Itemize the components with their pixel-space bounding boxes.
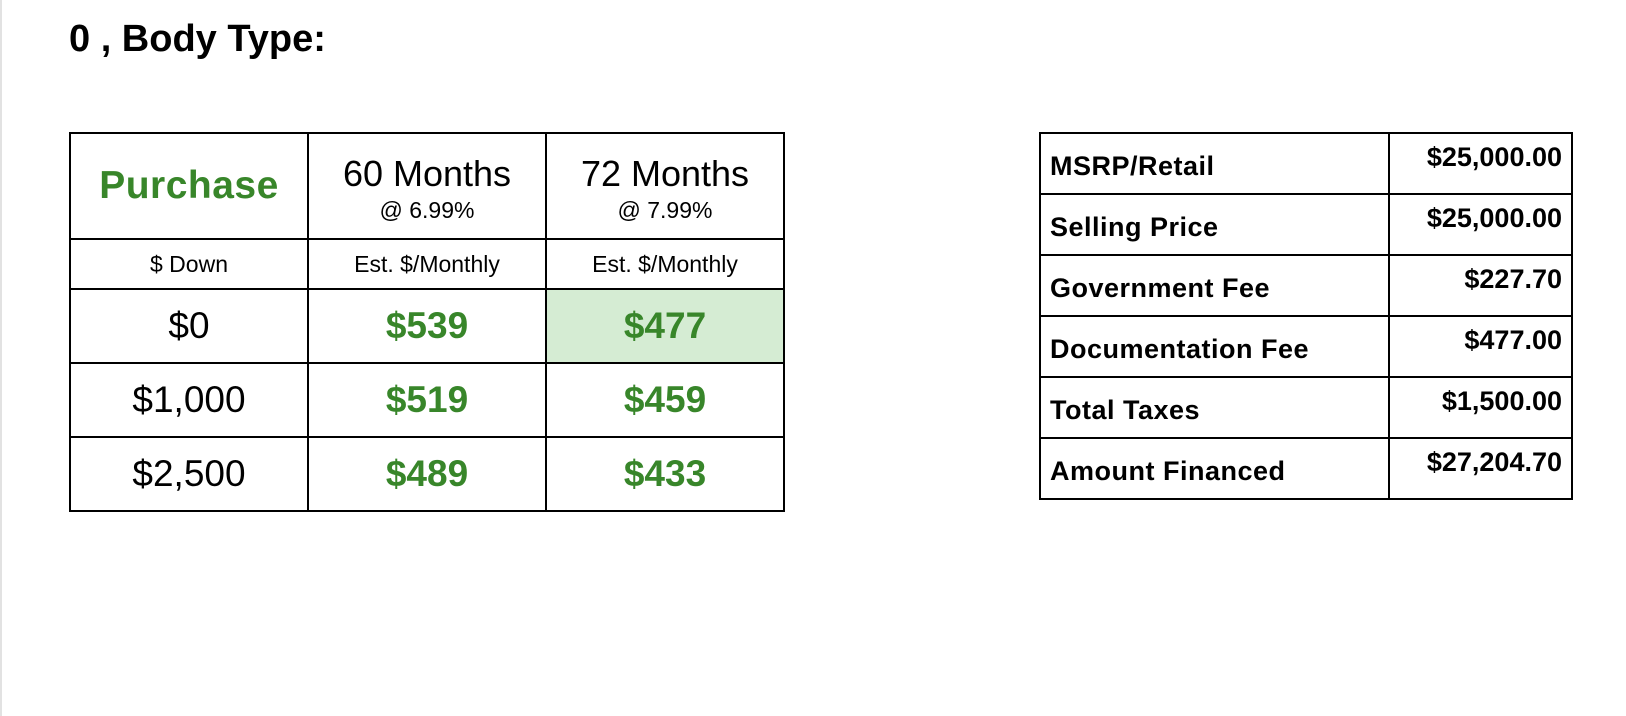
summary-label: Selling Price (1039, 193, 1390, 256)
page-title: 0 , Body Type: (69, 18, 326, 60)
summary-label: Government Fee (1039, 254, 1390, 317)
summary-row-msrp: MSRP/Retail $25,000.00 (1039, 132, 1573, 195)
down-amount: $2,500 (69, 436, 309, 512)
term-72-rate: @ 7.99% (617, 197, 713, 223)
payment-60: $539 (307, 288, 547, 364)
table-row: $0 $539 $477 (69, 288, 785, 364)
payment-60-value: $489 (385, 453, 469, 494)
table-row: $1,000 $519 $459 (69, 362, 785, 438)
payment-72: $433 (545, 436, 785, 512)
term-72-months: 72 Months (580, 153, 750, 194)
table-subheader-row: $ Down Est. $/Monthly Est. $/Monthly (69, 238, 785, 290)
summary-label: Amount Financed (1039, 437, 1390, 500)
summary-value: $227.70 (1388, 254, 1573, 317)
price-summary-table: MSRP/Retail $25,000.00 Selling Price $25… (1039, 132, 1573, 500)
down-amount: $1,000 (69, 362, 309, 438)
payment-72-value: $433 (623, 453, 707, 494)
down-amount-value: $0 (168, 305, 210, 346)
summary-label: MSRP/Retail (1039, 132, 1390, 195)
down-amount-value: $2,500 (132, 453, 246, 494)
summary-value: $25,000.00 (1388, 132, 1573, 195)
summary-row-total-taxes: Total Taxes $1,500.00 (1039, 376, 1573, 439)
summary-row-selling-price: Selling Price $25,000.00 (1039, 193, 1573, 256)
payment-60-value: $519 (385, 379, 469, 420)
term-60-rate: @ 6.99% (379, 197, 475, 223)
summary-value: $27,204.70 (1388, 437, 1573, 500)
purchase-label: Purchase (99, 164, 279, 207)
down-amount: $0 (69, 288, 309, 364)
summary-row-documentation-fee: Documentation Fee $477.00 (1039, 315, 1573, 378)
summary-value: $25,000.00 (1388, 193, 1573, 256)
payment-72: $459 (545, 362, 785, 438)
monthly-header-60: Est. $/Monthly (307, 238, 547, 290)
table-row: $2,500 $489 $433 (69, 436, 785, 512)
table-header-row: Purchase 60 Months @ 6.99% 72 Months @ 7… (69, 132, 785, 240)
payment-72-value: $459 (623, 379, 707, 420)
payment-72-value: $477 (623, 305, 707, 346)
summary-label: Total Taxes (1039, 376, 1390, 439)
monthly-header-72: Est. $/Monthly (545, 238, 785, 290)
summary-label: Documentation Fee (1039, 315, 1390, 378)
payment-72-highlighted: $477 (545, 288, 785, 364)
payment-60: $519 (307, 362, 547, 438)
purchase-label-cell: Purchase (69, 132, 309, 240)
summary-row-amount-financed: Amount Financed $27,204.70 (1039, 437, 1573, 500)
summary-value: $477.00 (1388, 315, 1573, 378)
summary-value: $1,500.00 (1388, 376, 1573, 439)
summary-row-government-fee: Government Fee $227.70 (1039, 254, 1573, 317)
term-60-months: 60 Months (342, 153, 512, 194)
payment-60-value: $539 (385, 305, 469, 346)
down-amount-value: $1,000 (132, 379, 246, 420)
term-72-header: 72 Months @ 7.99% (545, 132, 785, 240)
page-left-border (0, 0, 2, 716)
down-header: $ Down (69, 238, 309, 290)
payment-options-table: Purchase 60 Months @ 6.99% 72 Months @ 7… (69, 132, 785, 512)
payment-60: $489 (307, 436, 547, 512)
term-60-header: 60 Months @ 6.99% (307, 132, 547, 240)
